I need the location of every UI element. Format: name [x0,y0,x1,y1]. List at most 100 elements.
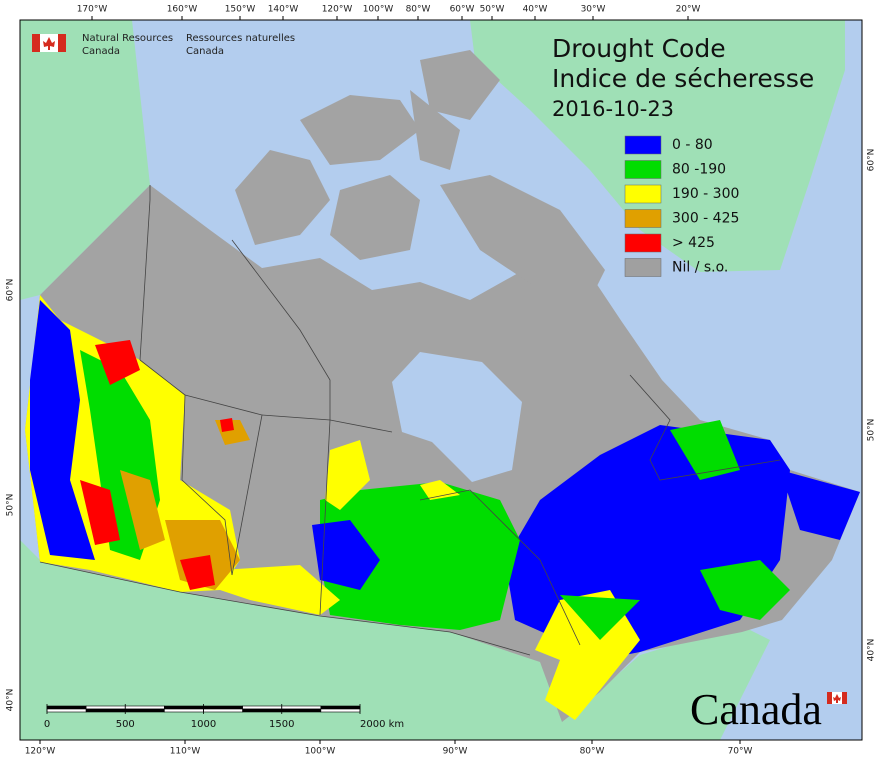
flag-bar [32,34,40,52]
agency-name: Ressources naturelles [186,33,295,44]
scale-segment [164,705,204,710]
legend-swatch [624,209,662,228]
legend-swatch [624,233,662,253]
graticule-label: 150°W [225,5,256,15]
graticule-label: 40°N [6,689,16,712]
agency-name: Canada [186,46,224,57]
graticule-label: 90°W [443,747,468,757]
canada-wordmark: Canada [690,685,822,734]
graticule-label: 120°W [25,747,56,757]
legend-swatch [624,258,662,277]
drought-area-extreme [95,340,140,385]
legend-label: > 425 [672,235,715,251]
scale-segment [164,708,204,713]
agency-name: Natural Resources [82,33,173,44]
graticule-label: 70°W [728,747,753,757]
alaska [20,20,150,300]
scale-label: 2000 km [360,719,404,730]
hudson-bay [392,352,522,482]
flag-bar [842,692,847,704]
scale-segment [320,705,361,710]
scale-segment [85,708,126,713]
scale-label: 1500 [269,719,294,730]
scale-label: 0 [44,719,50,730]
wordmark-flag [827,692,847,704]
border-line [419,489,581,646]
drought-area-high [220,565,340,615]
legend-label: 300 - 425 [672,211,739,227]
graticule-labels: 170°W 160°W 150°W 140°W 120°W 100°W 80°W 60°W 50… [6,5,877,757]
map-frame [19,19,863,741]
scale-segment [46,705,87,710]
graticule-label: 20°W [676,5,701,15]
drought-area-severe [165,520,240,590]
drought-area-moderate [700,560,790,620]
scale-segment [85,705,126,710]
scale-label: 500 [116,719,135,730]
graticule-label: 100°W [305,747,336,757]
graticule-label: 50°N [867,419,877,442]
scale-label: 1000 [191,719,216,730]
legend-label: Nil / s.o. [672,260,728,276]
border-line [139,359,233,576]
drought-area-high [420,480,460,500]
graticule-label: 80°W [580,747,605,757]
graticule-label: 160°W [167,5,198,15]
scale-segment [281,705,322,710]
maple-leaf [833,694,841,703]
scale-bar: 0 500 1000 1500 2000 km [44,704,404,730]
drought-area-high [325,440,370,510]
border-line [39,561,531,656]
scale-segment [124,705,165,710]
arctic-island [235,150,330,245]
graticule-label: 60°N [6,279,16,302]
graticule-label: 100°W [363,5,394,15]
legend-label: 190 - 300 [672,186,739,202]
border-line [329,419,393,433]
drought-area-extreme [80,480,120,545]
drought-area-extreme [220,418,234,432]
scale-segment [124,708,165,713]
arctic-island [300,95,420,165]
scale-segment [203,705,243,710]
map-title: Drought Code [552,34,726,63]
graticule-label: 110°W [170,747,201,757]
graticule-label: 40°N [867,639,877,662]
graticule-label: 80°W [406,5,431,15]
graticule-label: 140°W [268,5,299,15]
scale-segment [242,705,283,710]
graticule-label: 60°W [450,5,475,15]
flag-bar [58,34,66,52]
graticule-label: 50°N [6,494,16,517]
scale-segment [203,708,243,713]
drought-area-low [780,470,860,540]
flag-bar [827,692,832,704]
legend-swatch [624,184,662,204]
arctic-island [420,50,500,120]
drought-area-low [30,300,95,560]
graticule-label: 40°W [523,5,548,15]
maple-leaf [43,37,55,50]
legend: 0 - 80 80 -190 190 - 300 300 - 425 > 425 Nil … [624,135,739,277]
border-line [629,374,781,481]
graticule-label: 60°N [867,149,877,172]
scale-segment [281,708,322,713]
drought-area-moderate [560,595,640,640]
drought-area-extreme [180,555,215,590]
drought-area-severe [120,470,165,550]
drought-area-low [312,520,380,590]
graticule-label: 30°W [581,5,606,15]
graticule-label: 170°W [77,5,108,15]
legend-label: 80 -190 [672,162,726,178]
border-line [231,239,331,420]
graticule-label: 120°W [322,5,353,15]
drought-area-moderate [320,482,520,630]
graticule-label: 50°W [480,5,505,15]
scale-segment [320,708,361,713]
agency-name: Canada [82,46,120,57]
agency-signature: Natural Resources Canada Ressources natu… [32,33,295,57]
legend-swatch [624,160,662,179]
map-title: Indice de sécheresse [552,64,814,93]
